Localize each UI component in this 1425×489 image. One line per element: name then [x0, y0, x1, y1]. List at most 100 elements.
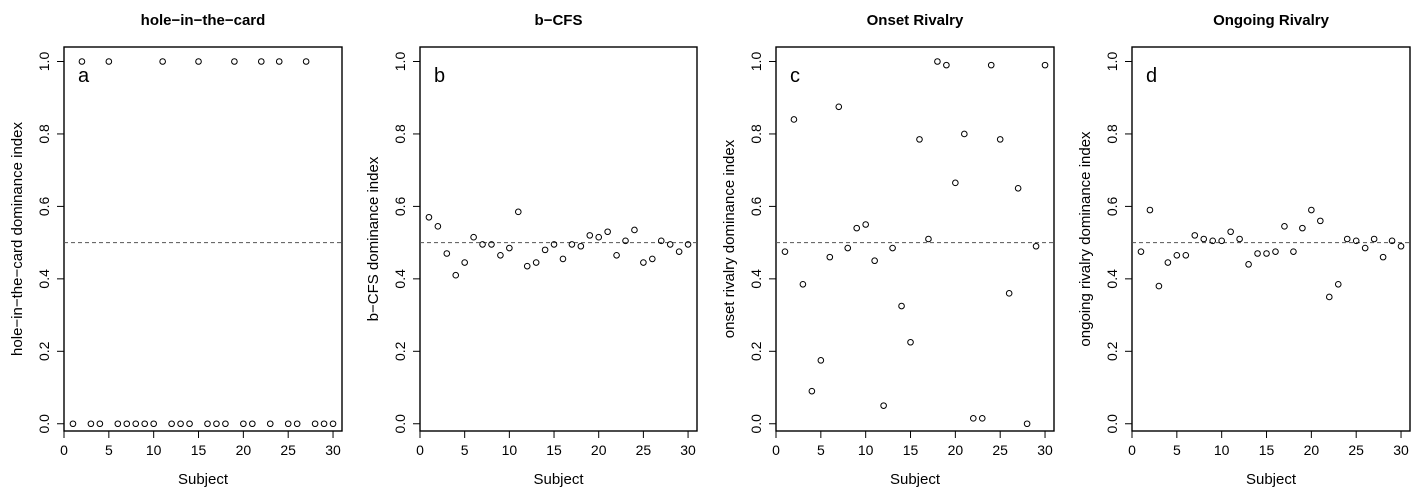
panel-d: Ongoing Rivalry d 0 5 10 15 20 25 30 0.0 0.2 0.4 0.6… [1077, 12, 1411, 488]
data-point [1290, 248, 1297, 255]
data-point [898, 302, 905, 310]
data-point [577, 242, 585, 250]
data-point [925, 235, 932, 243]
y-axis-label: hole−in−the−card dominance index [9, 122, 26, 356]
data-point [889, 244, 896, 252]
x-tick-label: 10 [858, 442, 874, 458]
data-point [1173, 252, 1181, 259]
data-point [613, 252, 620, 259]
data-point [559, 255, 567, 263]
data-point [425, 213, 433, 221]
plot-frame [63, 46, 343, 432]
data-point [961, 130, 968, 138]
data-point [684, 241, 692, 248]
data-point [69, 420, 77, 428]
data-point [231, 58, 238, 65]
data-point [249, 420, 256, 428]
chart-title: Ongoing Rivalry [1213, 12, 1330, 29]
data-point [222, 420, 229, 428]
data-point [452, 271, 460, 279]
data-point [1023, 420, 1031, 428]
data-point [880, 402, 887, 409]
data-point [240, 420, 247, 428]
y-tick-label: 0.4 [748, 269, 764, 289]
data-point [1379, 253, 1387, 261]
x-tick-label: 0 [772, 442, 780, 458]
panel-letter: b [434, 65, 445, 87]
data-point [1343, 235, 1351, 243]
data-point [1272, 248, 1279, 255]
y-tick-label: 0.6 [392, 196, 408, 216]
data-point [87, 420, 95, 428]
data-point [631, 226, 638, 234]
data-point [1236, 235, 1243, 243]
data-point [987, 61, 995, 69]
y-tick-label: 1.0 [748, 52, 764, 72]
data-point [844, 244, 852, 252]
panel-letter: a [78, 65, 90, 87]
data-point [275, 58, 283, 65]
x-tick-label: 15 [903, 442, 919, 458]
data-point [96, 420, 104, 428]
data-point [817, 357, 825, 364]
data-point [186, 420, 193, 428]
data-point [1041, 61, 1049, 69]
data-point [541, 246, 549, 254]
x-tick-label: 25 [280, 442, 296, 458]
y-tick-label: 0.4 [392, 269, 408, 289]
x-tick-label: 15 [1259, 442, 1275, 458]
y-tick-label: 1.0 [392, 52, 408, 72]
data-point [1032, 242, 1040, 250]
data-point [1308, 206, 1315, 214]
data-point [978, 415, 986, 422]
y-tick-label: 1.0 [36, 52, 52, 72]
x-tick-label: 5 [105, 442, 113, 458]
data-point [862, 221, 869, 228]
x-tick-label: 30 [680, 442, 696, 458]
x-tick-label: 30 [1037, 442, 1053, 458]
data-point [649, 255, 656, 263]
x-tick-label: 10 [1214, 442, 1230, 458]
data-point [871, 257, 878, 265]
data-point [461, 259, 468, 266]
data-point [1200, 235, 1208, 243]
x-tick-label: 15 [546, 442, 562, 458]
y-tick-label: 0.2 [748, 341, 764, 361]
data-point [1388, 237, 1396, 245]
y-tick-label: 1.0 [1104, 52, 1120, 72]
data-point [952, 179, 959, 187]
data-point [781, 248, 789, 255]
data-point [532, 259, 540, 266]
data-point [257, 58, 265, 65]
data-point [835, 103, 843, 111]
data-point [1317, 217, 1324, 225]
data-point [488, 241, 495, 248]
data-point [114, 420, 122, 428]
data-point [1263, 250, 1270, 257]
data-point [105, 58, 113, 65]
data-point [1155, 282, 1163, 290]
data-point [204, 420, 211, 428]
data-point [1191, 232, 1199, 239]
data-point [311, 420, 319, 428]
data-point [568, 241, 576, 248]
data-point [1361, 244, 1369, 252]
panel-letter: c [790, 65, 800, 87]
data-point [1254, 250, 1261, 257]
x-tick-label: 20 [236, 442, 252, 458]
data-point [470, 233, 477, 241]
x-tick-label: 10 [502, 442, 518, 458]
data-point [506, 244, 513, 252]
y-tick-label: 0.0 [748, 414, 764, 434]
data-point [78, 58, 86, 65]
y-tick-label: 0.2 [392, 341, 408, 361]
y-tick-label: 0.6 [1104, 196, 1120, 216]
data-point [1370, 235, 1378, 243]
panel-b: b−CFS b 0 5 10 15 20 25 30 0.0 0.2 0.4 0.6 0.8 1.0 Subj… [365, 12, 698, 488]
data-point [657, 237, 665, 245]
x-tick-label: 20 [1304, 442, 1320, 458]
x-tick-label: 20 [591, 442, 607, 458]
data-point [1164, 259, 1172, 266]
data-point [666, 241, 674, 248]
x-axis-label: Subject [533, 471, 584, 488]
